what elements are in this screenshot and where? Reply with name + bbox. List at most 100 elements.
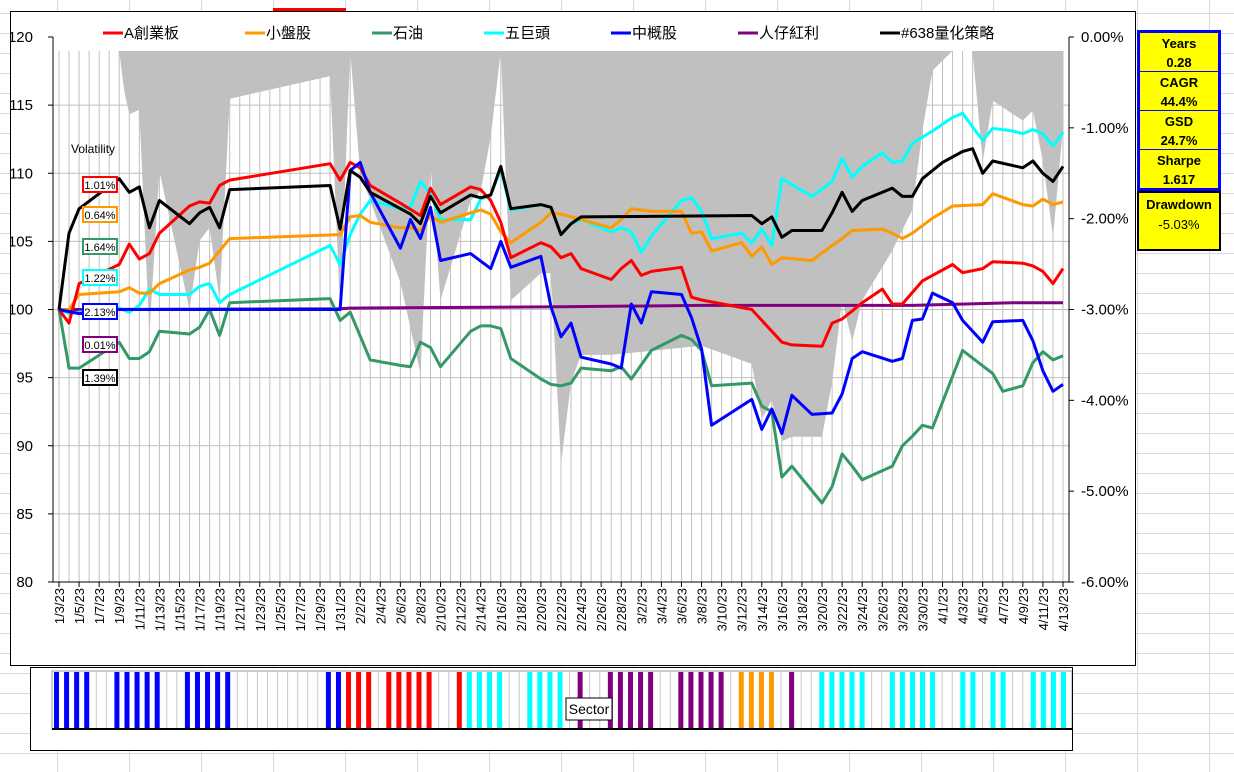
x-tick-label: 3/12/23 [735,588,750,631]
volatility-value: 1.39% [84,373,115,385]
stat-label: GSD [1164,114,1194,129]
stat-label: CAGR [1159,75,1199,90]
stat-value: 0.28 [1166,55,1192,70]
sector-bar [426,672,432,728]
sector-bar [768,672,774,728]
sector-bar [738,672,744,728]
legend-label: 石油 [393,25,423,42]
sector-bar [859,672,865,728]
x-tick-label: 1/19/23 [213,588,228,631]
x-tick-label: 3/4/23 [654,588,669,624]
x-tick-label: 4/3/23 [956,588,971,624]
sector-bar [789,672,795,728]
x-tick-label: 1/23/23 [253,588,268,631]
x-tick-label: 2/14/23 [474,588,489,631]
sector-bar [205,672,211,728]
x-tick-label: 1/29/23 [313,588,328,631]
legend-label: #638量化策略 [901,25,994,42]
sector-bar [829,672,835,728]
legend-label: 中概股 [632,25,677,42]
sector-bar [909,672,915,728]
x-tick-label: 2/6/23 [393,588,408,624]
x-tick-label: 3/26/23 [875,588,890,631]
y-right-tick-label: -5.00% [1081,483,1129,500]
x-tick-label: 2/26/23 [594,588,609,631]
x-tick-label: 3/30/23 [915,588,930,631]
chart-canvas: 80 85 90 95 100 105 110 115 120 -6.00% -5.00% -4.00… [11,24,1129,631]
y-right-tick-label: -4.00% [1081,392,1129,409]
volatility-value: 1.64% [84,242,115,254]
x-tick-label: 2/10/23 [434,588,449,631]
volatility-value: 1.22% [84,273,115,285]
sector-strip-chart[interactable]: Sector [30,667,1073,751]
stat-sharpe: Sharpe 1.617 [1137,150,1221,191]
x-tick-label: 1/25/23 [273,588,288,631]
legend-label: A創業板 [124,24,179,42]
stat-years: Years 0.28 [1137,30,1221,72]
x-tick-label: 4/13/23 [1056,588,1071,631]
sector-bar [225,672,231,728]
y-left-tick-label: 115 [11,97,33,114]
sector-bar [194,672,200,728]
sector-bar [1061,672,1066,728]
sector-bar [114,672,120,728]
sector-bar [124,672,130,728]
sector-bar [386,672,392,728]
x-tick-label: 1/17/23 [193,588,208,631]
sector-bar [718,672,724,728]
legend-label: 五巨頭 [505,25,550,42]
x-tick-label: 2/12/23 [454,588,469,631]
series-line-0 [57,160,1065,348]
y-right-tick-label: -6.00% [1081,574,1129,591]
y-left-tick-label: 110 [11,165,33,182]
x-tick-label: 3/20/23 [815,588,830,631]
x-tick-label: 1/9/23 [112,588,127,624]
y-left-tick-label: 95 [16,370,33,387]
sector-bar [396,672,402,728]
sector-bar [1050,672,1056,728]
x-tick-label: 1/5/23 [72,588,87,624]
y-right-tick-label: 0.00% [1081,29,1124,46]
x-tick-label: 3/6/23 [674,588,689,624]
stat-value: -5.03% [1158,217,1200,232]
sector-bar [335,672,341,728]
sector-bar [487,672,493,728]
stat-value: 1.617 [1162,172,1196,187]
stat-value: 24.7% [1160,133,1198,148]
x-tick-label: 2/2/23 [353,588,368,624]
sector-bar [346,672,352,728]
sector-strip-canvas: Sector [51,670,1072,730]
performance-chart[interactable]: 80 85 90 95 100 105 110 115 120 -6.00% -5.00% -4.00… [10,11,1136,666]
stats-panel: Years 0.28 CAGR 44.4% GSD 24.7% Sharpe 1.617… [1137,30,1221,251]
sector-bar [930,672,936,728]
sector-bar [456,672,462,728]
stat-gsd: GSD 24.7% [1137,111,1221,150]
x-tick-label: 3/28/23 [895,588,910,631]
sector-bar [849,672,855,728]
x-tick-label: 2/8/23 [413,588,428,624]
sector-bar [144,672,150,728]
sector-bar [184,672,190,728]
sector-bar [638,672,644,728]
volatility-value: 1.01% [84,180,115,192]
y-right-tick-label: -2.00% [1081,211,1129,228]
x-tick-label: 3/24/23 [855,588,870,631]
sector-bar [839,672,845,728]
volatility-box [82,336,118,353]
sector-label-box [565,697,613,721]
volatility-box [82,303,118,320]
x-tick-label: 3/14/23 [755,588,770,631]
x-tick-label: 1/13/23 [152,588,167,631]
x-tick-label: 1/15/23 [172,588,187,631]
x-tick-label: 2/28/23 [614,588,629,631]
sector-bar [497,672,503,728]
sector-bar [537,672,543,728]
volatility-value: 2.13% [84,307,115,319]
sector-bar [356,672,362,728]
x-tick-label: 2/18/23 [514,588,529,631]
sector-bar [698,672,704,728]
x-tick-label: 4/7/23 [996,588,1011,624]
sector-bar [688,672,694,728]
x-tick-label: 2/20/23 [534,588,549,631]
x-tick-label: 4/11/23 [1036,588,1051,630]
